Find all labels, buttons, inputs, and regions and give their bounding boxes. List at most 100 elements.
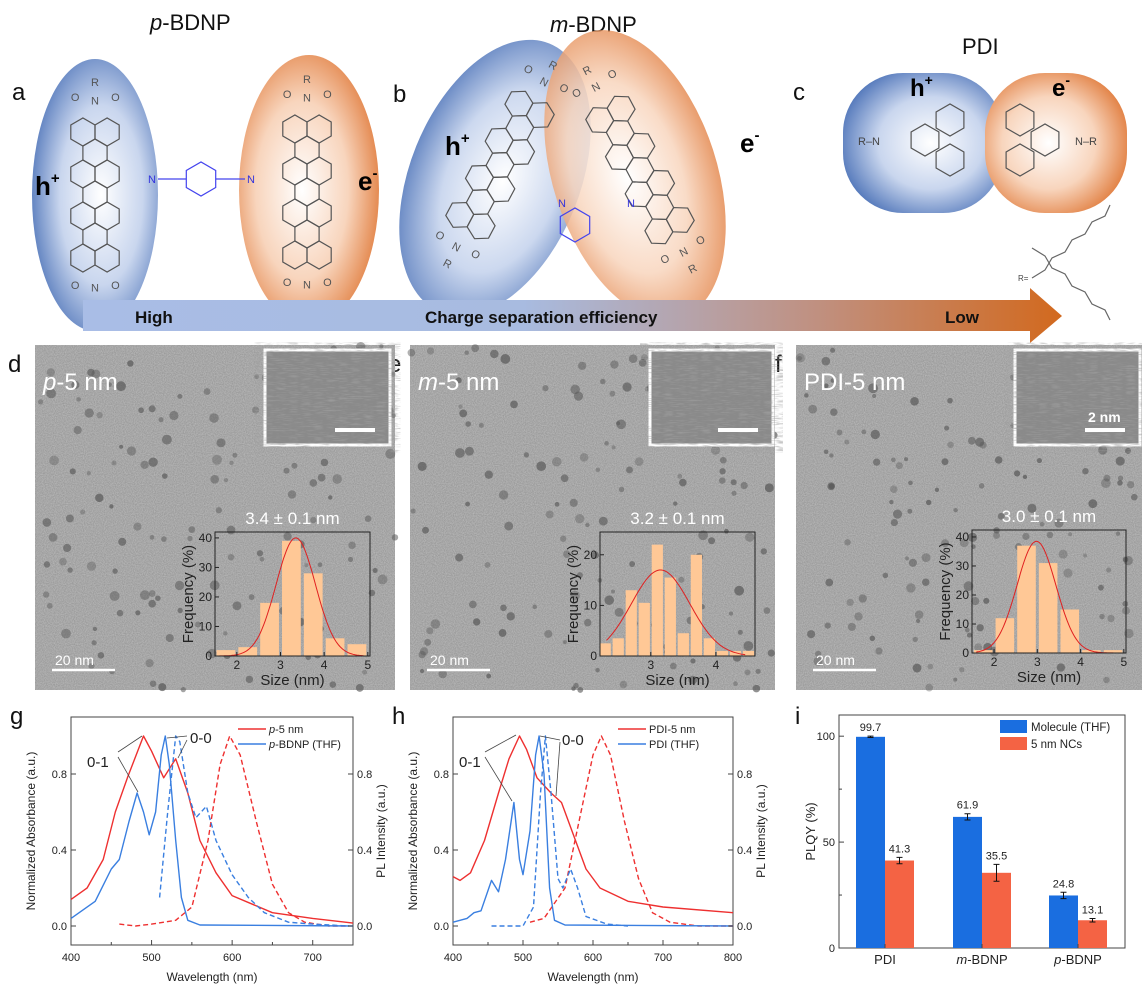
nanocrystal xyxy=(829,453,834,458)
nanocrystal xyxy=(155,595,161,601)
nanocrystal xyxy=(830,408,838,416)
x-tick-label: 800 xyxy=(724,952,742,964)
nanocrystal xyxy=(728,611,734,616)
nanocrystal xyxy=(858,594,867,603)
histogram-bar xyxy=(703,638,716,656)
series-line xyxy=(491,735,629,927)
nanocrystal xyxy=(971,596,980,606)
histogram-bar xyxy=(742,650,755,656)
nanocrystal xyxy=(486,673,492,679)
nanocrystal xyxy=(1100,478,1111,489)
nanocrystal xyxy=(1122,556,1129,563)
size-histogram: 3.2 ± 0.1 nm 3 4 0 10 20 Size (nm) Frequency (%… xyxy=(565,509,756,689)
nanocrystal xyxy=(921,578,930,587)
atom-o: O xyxy=(111,92,120,104)
x-tick-label: 5 xyxy=(364,658,371,672)
nanocrystal xyxy=(254,374,260,379)
nanocrystal xyxy=(719,456,727,464)
nanocrystal xyxy=(49,455,59,466)
nanocrystal xyxy=(76,397,81,402)
series-line xyxy=(452,735,734,927)
nanocrystal xyxy=(227,553,235,561)
series-line xyxy=(119,735,349,927)
nanocrystal xyxy=(174,580,185,591)
legend-swatch xyxy=(1000,720,1027,733)
bar-value-label: 24.8 xyxy=(1053,878,1074,890)
bar xyxy=(982,872,1011,948)
atom-o: O xyxy=(111,280,120,292)
y-tick-label: 10 xyxy=(956,617,970,631)
histogram-bar xyxy=(664,577,676,656)
nanocrystal xyxy=(148,599,157,608)
legend-label: 5 nm NCs xyxy=(1031,739,1082,751)
mean-size-label: 3.2 ± 0.1 nm xyxy=(630,509,724,528)
nanocrystal xyxy=(500,604,507,612)
nanocrystal xyxy=(328,495,333,500)
nanocrystal xyxy=(364,515,372,523)
x-tick-label: 3 xyxy=(1034,655,1041,669)
error-bar xyxy=(964,813,971,821)
nanocrystal xyxy=(161,434,172,445)
nanocrystal xyxy=(591,551,600,559)
nanocrystal xyxy=(139,590,150,601)
nanocrystal xyxy=(626,466,633,474)
nanocrystal xyxy=(745,532,755,542)
ring xyxy=(505,114,535,141)
nanocrystal xyxy=(825,578,834,587)
nanocrystal xyxy=(109,591,120,601)
tem-label-rest: -5 nm xyxy=(438,369,499,396)
nanocrystal xyxy=(145,659,154,668)
atom-o: O xyxy=(283,277,292,289)
nanocrystal xyxy=(1124,628,1134,639)
x-tick-label: 5 xyxy=(1120,655,1127,669)
nanocrystal xyxy=(755,668,761,674)
legend-label: PDI (THF) xyxy=(649,739,699,751)
nanocrystal xyxy=(619,680,628,689)
nanocrystal xyxy=(737,629,743,635)
tem-label-italic: p xyxy=(42,369,56,396)
arrow-label-high: High xyxy=(135,308,173,327)
nanocrystal xyxy=(740,481,748,490)
nanocrystal xyxy=(576,572,583,579)
title-pdi: PDI xyxy=(962,34,999,59)
scale-bar-label: 20 nm xyxy=(816,652,855,668)
nanocrystal xyxy=(291,462,298,469)
annotation-0-0: 0-0 xyxy=(562,732,584,749)
nanocrystal xyxy=(1027,503,1037,513)
nanocrystal xyxy=(815,650,822,657)
nanocrystal xyxy=(347,556,354,563)
gaussian-fit xyxy=(976,540,1120,654)
x-tick-label: 3 xyxy=(277,658,284,672)
atom-o: O xyxy=(71,280,80,292)
tem-image-f: PDI-5 nm 20 nm 2 nm 3.0 ± 0.1 nm 2 3 4 5 0 10 20 30… xyxy=(795,345,1142,692)
nanocrystal xyxy=(959,666,965,673)
nanocrystal xyxy=(42,591,50,598)
nanocrystal xyxy=(724,528,729,534)
nanocrystal xyxy=(287,490,297,499)
ring xyxy=(466,213,496,240)
ring xyxy=(935,143,965,177)
nanocrystal xyxy=(372,567,378,574)
nanocrystal xyxy=(232,601,242,611)
nanocrystal xyxy=(46,602,53,609)
nanocrystal xyxy=(1082,553,1088,558)
ring xyxy=(306,240,332,270)
nanocrystal xyxy=(498,629,507,637)
mean-size-label: 3.0 ± 0.1 nm xyxy=(1002,507,1096,526)
nanocrystal xyxy=(1039,521,1045,527)
nanocrystal xyxy=(890,485,898,493)
nanocrystal xyxy=(523,452,530,458)
category-label-rest: PDI xyxy=(874,952,896,967)
nanocrystal xyxy=(232,452,238,458)
nanocrystal xyxy=(149,680,157,688)
nanocrystal xyxy=(210,474,219,484)
histogram-frame xyxy=(214,531,371,657)
nanocrystal xyxy=(912,636,918,643)
atom-n: N xyxy=(91,96,99,108)
annotation-0-1: 0-1 xyxy=(87,754,109,771)
legend-label-rest: PDI (THF) xyxy=(649,739,699,751)
nanocrystal xyxy=(329,681,337,688)
nanocrystal xyxy=(84,408,94,418)
